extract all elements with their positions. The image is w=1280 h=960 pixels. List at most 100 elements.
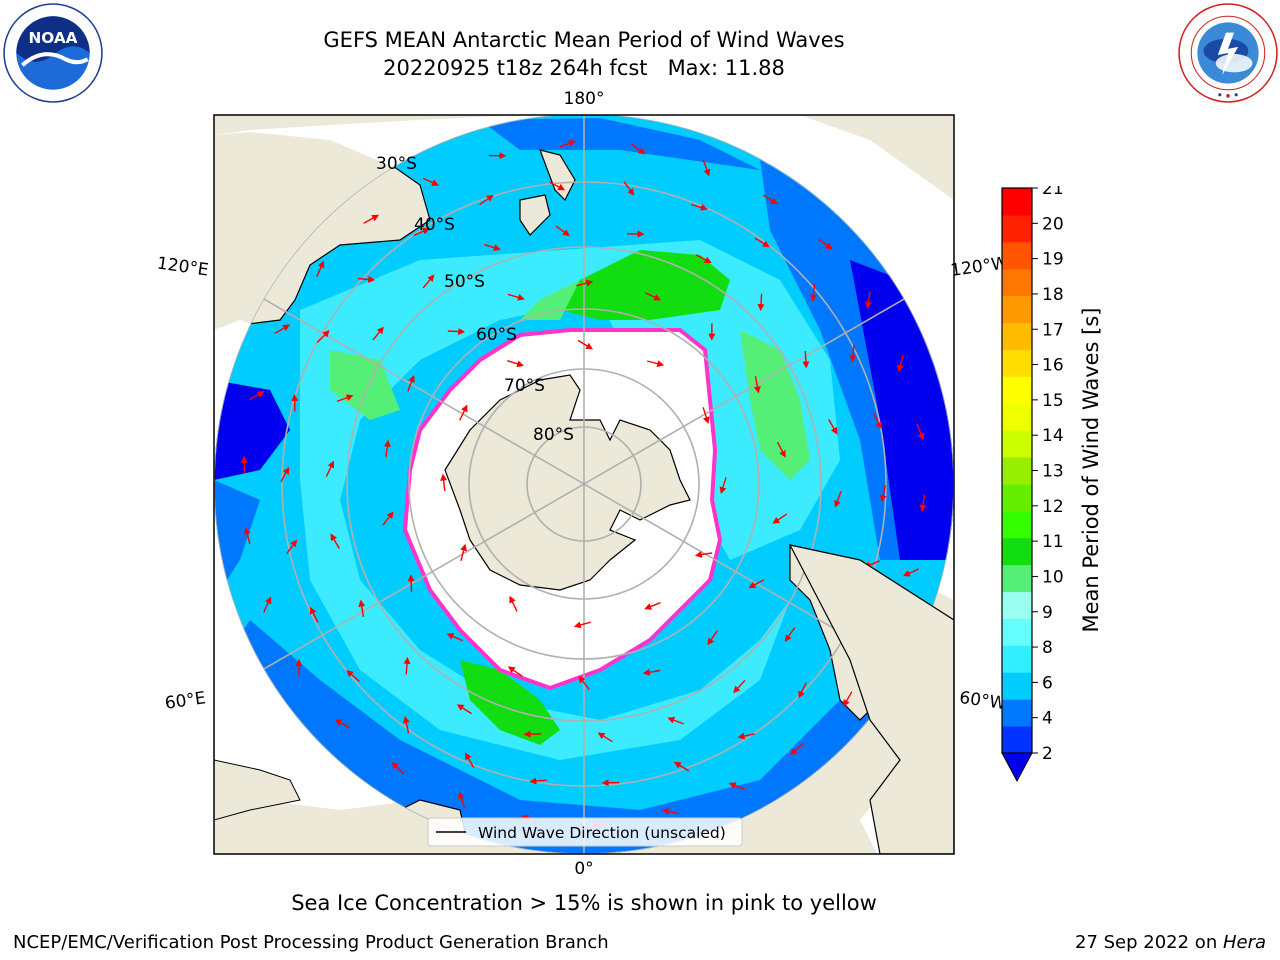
wind-wave-arrow — [509, 595, 518, 612]
wind-wave-arrow — [707, 630, 718, 646]
wind-wave-arrow — [897, 355, 904, 373]
wind-wave-arrow — [864, 291, 872, 309]
wind-wave-arrow — [834, 491, 842, 508]
lon-label-0: 0° — [574, 859, 593, 879]
colorbar-segment — [1002, 672, 1032, 700]
footer-date-text: 27 Sep 2022 on — [1075, 932, 1223, 953]
sea-ice-note: Sea Ice Concentration > 15% is shown in … — [291, 891, 877, 915]
nws-logo — [1178, 3, 1278, 103]
wind-wave-arrow — [402, 715, 410, 734]
wind-wave-arrow — [447, 328, 466, 336]
noaa-logo: NOAA — [3, 3, 103, 103]
wind-wave-arrow — [240, 455, 248, 474]
wind-wave-arrow — [728, 782, 746, 791]
wind-wave-arrow — [357, 275, 376, 283]
colorbar-ticks: 2 4 6 8 9 10 11 12 13 14 15 16 17 18 19 20 21 — [1032, 186, 1064, 764]
wind-wave-arrow — [310, 606, 319, 623]
wind-wave-arrow — [403, 656, 411, 675]
lon-label-180: 180° — [564, 89, 605, 109]
wind-wave-arrow — [422, 177, 439, 186]
colorbar-tick-label: 16 — [1042, 356, 1064, 376]
wind-wave-arrow — [413, 227, 430, 237]
wind-wave-arrow — [772, 513, 788, 524]
wind-wave-arrow — [644, 602, 661, 610]
wind-wave-arrow — [790, 742, 804, 755]
wind-wave-arrow — [647, 360, 665, 368]
wind-wave-arrow — [667, 716, 684, 725]
footer-date: 27 Sep 2022 on Hera — [1075, 932, 1266, 954]
wind-wave-arrow — [828, 419, 838, 435]
colorbar-tick-label: 18 — [1042, 285, 1064, 305]
colorbar-tick-label: 8 — [1042, 638, 1053, 658]
wind-wave-arrow — [573, 621, 591, 629]
wind-wave-arrow — [702, 407, 710, 425]
colorbar-segment — [1002, 591, 1032, 619]
colorbar-tick-label: 12 — [1042, 497, 1064, 517]
wind-wave-arrow — [549, 181, 566, 191]
wind-wave-arrow — [694, 551, 713, 559]
wind-wave-arrow — [873, 413, 883, 430]
map-frame-area — [214, 115, 954, 854]
colorbar-segment — [1002, 618, 1032, 646]
wind-wave-arrow — [902, 568, 920, 577]
wind-wave-arrow — [483, 243, 501, 252]
wind-wave-arrow — [446, 633, 463, 642]
wind-wave-arrow — [555, 225, 570, 237]
wind-wave-arrow — [802, 350, 810, 369]
footer-host: Hera — [1222, 932, 1266, 953]
map-border — [213, 114, 955, 855]
wind-wave-arrow — [818, 238, 833, 250]
colorbar-tick-label: 19 — [1042, 250, 1064, 270]
wind-wave-arrow — [523, 730, 542, 738]
chart-subtitle: 20220925 t18z 264h fcst Max: 11.88 — [383, 56, 785, 80]
wind-wave-arrow — [334, 719, 351, 729]
chart-title: GEFS MEAN Antarctic Mean Period of Wind … — [323, 28, 845, 52]
map-legend: Wind Wave Direction (unscaled) — [427, 817, 743, 847]
lat-label-80s: 80°S — [533, 425, 574, 445]
wind-wave-arrow — [754, 237, 770, 248]
wind-wave-arrow — [843, 691, 853, 707]
wind-wave-arrow — [559, 139, 576, 148]
wind-wave-arrow — [576, 279, 594, 287]
wind-wave-arrow — [919, 494, 927, 512]
wind-wave-arrow — [440, 473, 448, 491]
wind-wave-arrow — [422, 274, 435, 289]
wind-wave-arrow — [578, 675, 590, 690]
colorbar-tick-label: 13 — [1042, 462, 1064, 482]
wind-wave-arrow — [753, 376, 761, 394]
wind-wave-arrow — [733, 679, 746, 694]
colorbar-tick-label: 11 — [1042, 532, 1064, 552]
wind-wave-arrow — [243, 527, 251, 545]
lon-label-120e: 120°E — [156, 254, 210, 281]
wind-wave-arrow — [391, 761, 405, 775]
wind-wave-arrow — [748, 579, 765, 589]
wind-wave-arrow — [249, 391, 265, 401]
wind-wave-arrow — [460, 543, 468, 561]
wind-wave-arrow — [630, 143, 646, 155]
colorbar-segment — [1002, 564, 1032, 593]
colorbar-tick-label: 9 — [1042, 603, 1053, 623]
colorbar-segment — [1002, 483, 1032, 512]
wind-wave-arrow — [286, 539, 298, 555]
wind-wave-arrow — [879, 485, 887, 503]
colorbar-segment — [1002, 214, 1032, 243]
colorbar-tick-label: 2 — [1042, 744, 1053, 764]
colorbar-segments — [1002, 188, 1032, 754]
lat-label-50s: 50°S — [444, 272, 485, 292]
colorbar-tick-label: 17 — [1042, 320, 1064, 340]
colorbar-tick-label: 6 — [1042, 673, 1053, 693]
wind-wave-arrow — [456, 704, 472, 715]
wind-wave-arrow — [695, 254, 712, 264]
lat-label-40s: 40°S — [414, 215, 455, 235]
colorbar-segment — [1002, 188, 1032, 216]
lat-label-30s: 30°S — [376, 154, 417, 174]
wind-wave-arrow — [719, 477, 727, 495]
colorbar-segment — [1002, 510, 1032, 539]
noaa-logo-text: NOAA — [28, 29, 77, 47]
wind-wave-arrow — [757, 293, 765, 312]
colorbar-segment — [1002, 322, 1032, 350]
wind-wave-arrow — [507, 666, 523, 677]
legend-label: Wind Wave Direction (unscaled) — [478, 824, 726, 842]
wind-wave-arrow — [336, 394, 354, 403]
